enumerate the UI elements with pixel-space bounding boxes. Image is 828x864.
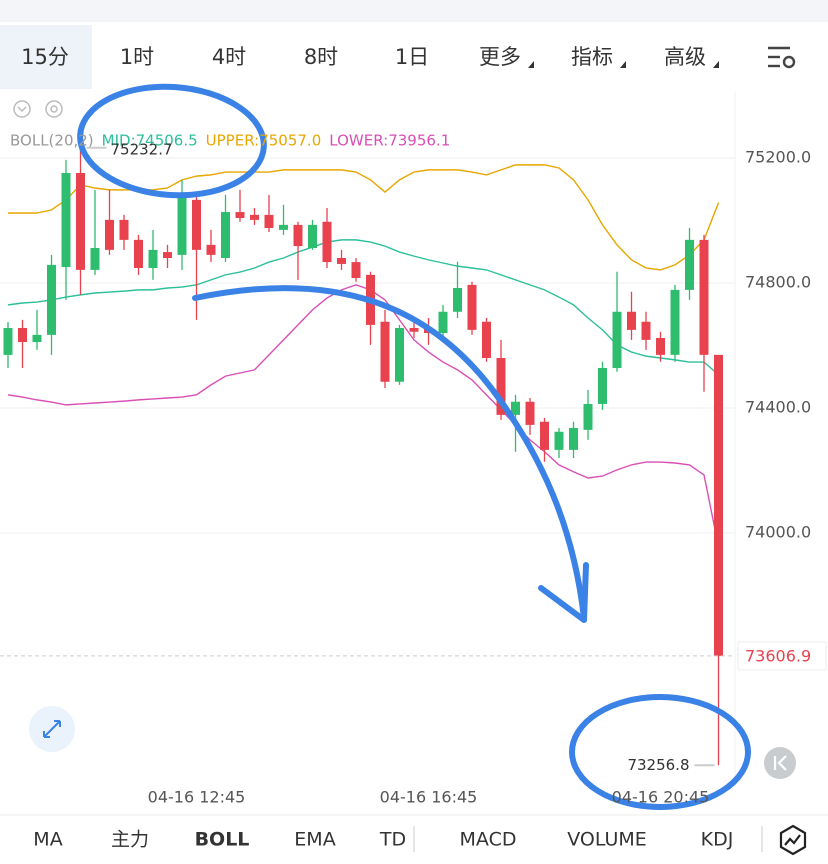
boll-line xyxy=(8,164,720,271)
timeframe-tab[interactable]: 8时 xyxy=(304,45,338,69)
candle-body xyxy=(76,173,85,270)
candle-body xyxy=(250,214,259,220)
indicator-tab[interactable]: MA xyxy=(33,829,62,851)
candle-body xyxy=(482,321,491,358)
candle-body xyxy=(409,328,419,332)
candle-body xyxy=(90,248,100,270)
candle-body xyxy=(351,262,361,278)
y-tick-label: 74400.0 xyxy=(745,398,811,417)
candle-body xyxy=(206,244,216,255)
candle-body xyxy=(264,214,274,228)
candle-body xyxy=(525,401,535,425)
candle-body xyxy=(467,284,477,330)
candle-body xyxy=(511,401,520,415)
last-price-box xyxy=(737,641,827,671)
plot-area xyxy=(0,147,735,766)
dropdown-arrow xyxy=(528,61,534,68)
expand-button[interactable] xyxy=(29,706,75,752)
candle-body xyxy=(438,311,448,333)
annotations xyxy=(77,83,751,810)
candle-body xyxy=(61,173,71,268)
settings-icon[interactable] xyxy=(768,46,796,69)
candle-body xyxy=(612,311,622,368)
y-tick-label: 74000.0 xyxy=(745,523,811,542)
candle-body xyxy=(554,431,564,450)
candle-body xyxy=(714,354,723,656)
y-tick-label: 74800.0 xyxy=(745,273,811,292)
indicator-tab[interactable]: MACD xyxy=(460,829,517,851)
timeframe-tab[interactable]: 高级 xyxy=(664,45,706,69)
candle-body xyxy=(177,194,187,255)
last-price-label: 73606.9 xyxy=(745,646,811,665)
indicator-tab[interactable]: TD xyxy=(379,829,406,851)
candle-body xyxy=(670,289,680,355)
candle-body xyxy=(235,212,245,218)
indicator-tab[interactable]: VOLUME xyxy=(567,829,647,851)
candle-body xyxy=(569,428,578,450)
candle-body xyxy=(583,403,593,430)
boll-line xyxy=(7,239,719,376)
candle-body xyxy=(105,219,114,250)
boll-line xyxy=(7,284,720,547)
high-label: 75232.7 xyxy=(111,140,173,158)
timeframe-tab[interactable]: 更多 xyxy=(479,45,521,69)
selected-tab-bg xyxy=(0,25,92,89)
candle-body xyxy=(656,338,665,355)
indicator-tab[interactable]: EMA xyxy=(294,829,335,851)
x-tick-label: 04-16 12:45 xyxy=(148,788,246,807)
candle-body xyxy=(685,239,694,290)
candle-body xyxy=(627,311,636,330)
indicator-tab[interactable]: 主力 xyxy=(111,829,149,851)
candle-body xyxy=(496,358,506,415)
indicator-icons[interactable] xyxy=(13,100,63,118)
scroll-latest-button[interactable] xyxy=(764,747,796,779)
timeframe-tab[interactable]: 4时 xyxy=(212,45,246,69)
legend-entry: MID:74506.5 xyxy=(102,132,198,150)
timeframe-tab[interactable]: 15分 xyxy=(21,45,69,69)
timeframe-tab[interactable]: 1时 xyxy=(120,45,154,69)
y-tick-label: 75200.0 xyxy=(745,148,811,167)
x-tick-label: 04-16 16:45 xyxy=(380,788,478,807)
timeframe-tab[interactable]: 指标 xyxy=(571,45,613,69)
timeframe-tab[interactable]: 1日 xyxy=(395,45,429,69)
candle-body xyxy=(32,334,42,343)
dropdown-arrow xyxy=(620,61,626,68)
candle-body xyxy=(380,321,390,382)
candle-body xyxy=(453,288,462,312)
draw-icon[interactable] xyxy=(779,824,807,856)
candle-body xyxy=(148,249,158,268)
candle-body xyxy=(540,421,549,450)
candle-body xyxy=(192,199,201,250)
candle-body xyxy=(279,224,288,230)
candle-body xyxy=(119,219,129,240)
candle-body xyxy=(395,328,404,382)
candle-body xyxy=(3,328,13,355)
candle-body xyxy=(322,221,332,263)
low-label: 73256.8 xyxy=(627,756,689,774)
x-tick-label: 04-16 20:45 xyxy=(612,788,710,807)
candle-body xyxy=(337,258,346,264)
candle-body xyxy=(308,224,317,248)
candle-body xyxy=(18,328,27,343)
legend-entry: LOWER:73956.1 xyxy=(329,132,450,150)
candle-body xyxy=(699,239,709,355)
candle-body xyxy=(163,252,172,258)
candle-body xyxy=(598,368,607,404)
legend-entry: UPPER:75057.0 xyxy=(206,132,322,150)
candle-body xyxy=(221,212,230,258)
candle-body xyxy=(134,239,143,268)
top-strip xyxy=(0,0,828,22)
dropdown-arrow xyxy=(713,61,719,68)
candle-body xyxy=(293,224,303,247)
candle-body xyxy=(47,264,56,335)
indicator-name: BOLL(20,2) xyxy=(10,132,94,150)
indicator-tab[interactable]: BOLL xyxy=(195,829,250,851)
candle-body xyxy=(641,321,651,340)
indicator-tab[interactable]: KDJ xyxy=(701,829,734,851)
